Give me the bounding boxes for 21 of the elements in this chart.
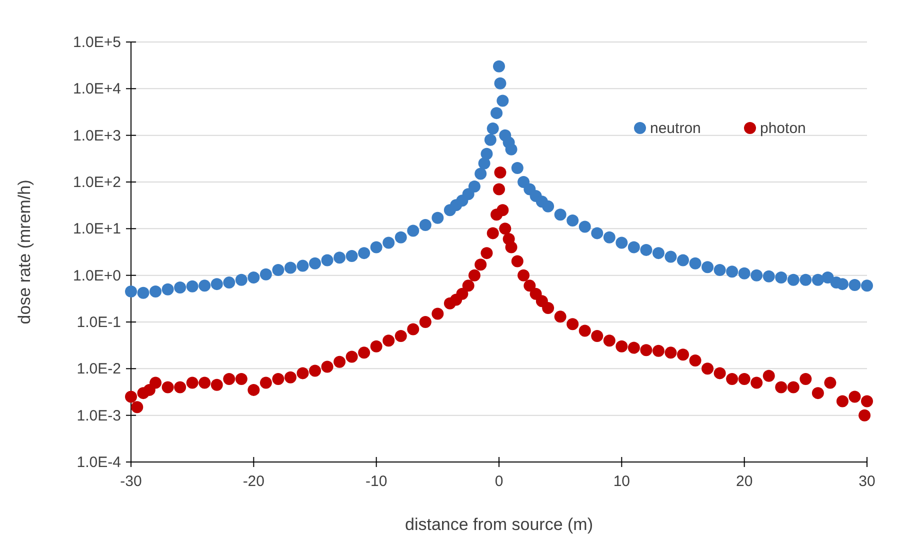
y-tick-label: 1.0E+5 — [73, 34, 121, 51]
y-tick-label: 1.0E-3 — [76, 407, 121, 424]
y-tick-label: 1.0E+0 — [73, 267, 121, 284]
legend-label: neutron — [650, 120, 701, 137]
legend-label: photon — [760, 120, 806, 137]
y-tick-label: 1.0E-4 — [76, 454, 121, 471]
x-tick-label: -30 — [120, 473, 142, 490]
y-tick-label: 1.0E+3 — [73, 127, 121, 144]
x-tick-label: -10 — [365, 473, 388, 490]
y-tick-label: 1.0E+1 — [73, 220, 121, 238]
y-tick-label: 1.0E+2 — [73, 174, 121, 191]
x-tick-label: 20 — [736, 473, 753, 490]
y-tick-label: 1.0E-1 — [76, 314, 121, 331]
x-axis-title: distance from source (m) — [405, 515, 593, 534]
x-tick-label: 0 — [494, 473, 504, 490]
y-tick-label: 1.0E-2 — [76, 360, 121, 378]
x-tick-label: 10 — [613, 473, 630, 490]
x-tick-label: -20 — [242, 473, 265, 490]
y-axis-title: dose rate (mrem/h) — [15, 180, 34, 324]
y-tick-label: 1.0E+4 — [73, 80, 121, 98]
x-tick-label: 30 — [858, 473, 876, 490]
